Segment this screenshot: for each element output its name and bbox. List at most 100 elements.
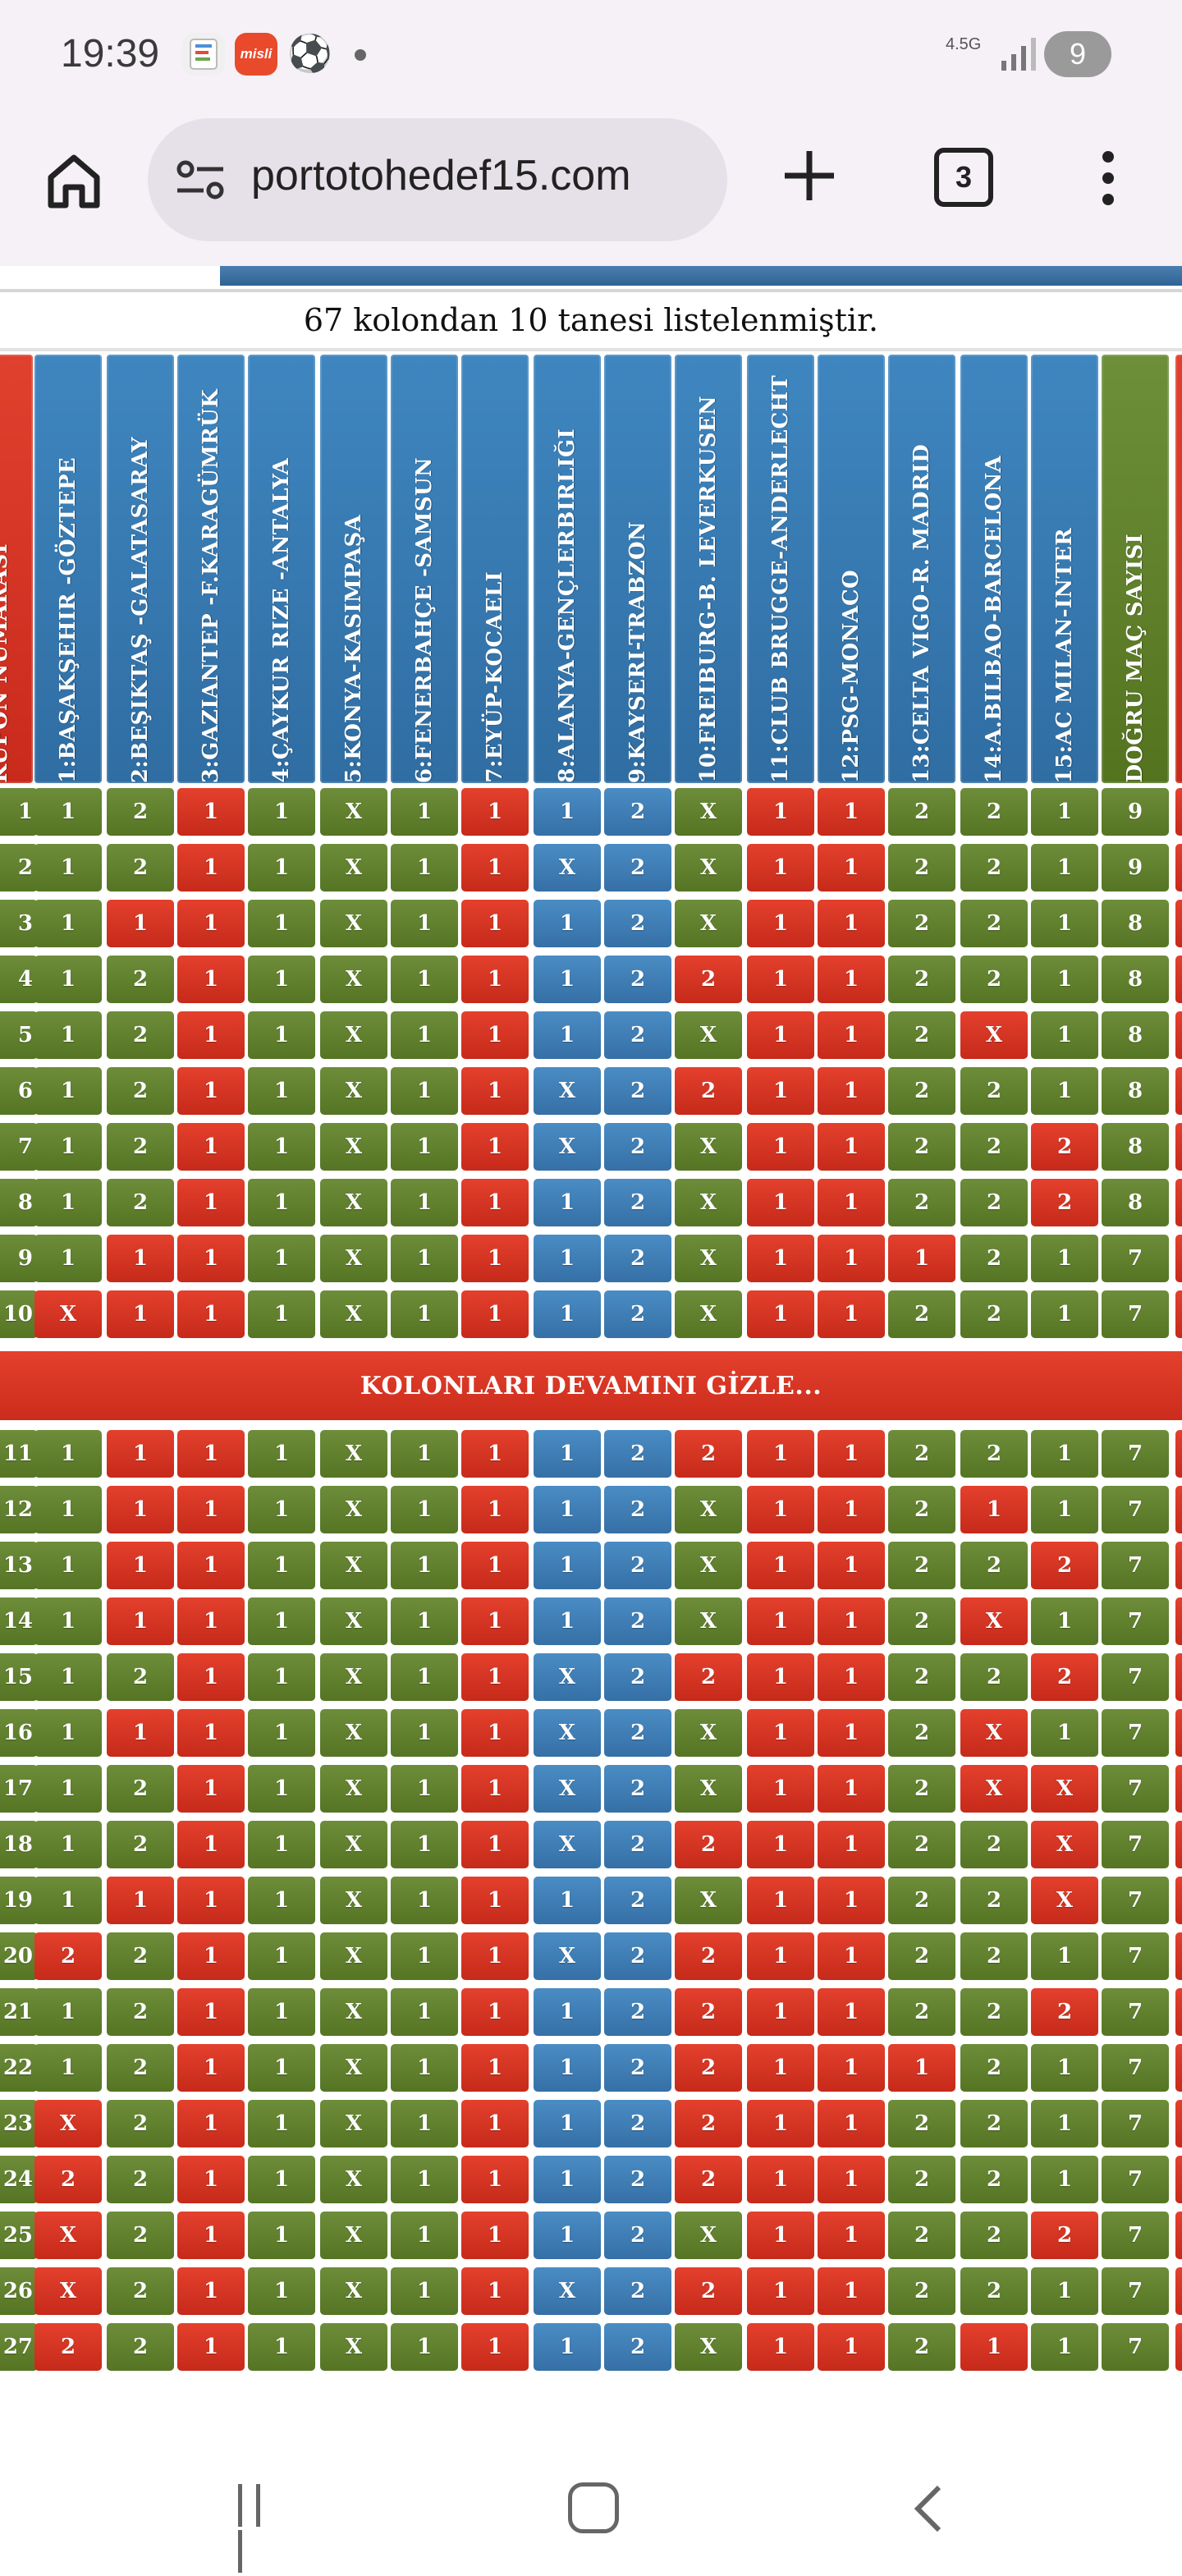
pick-cell: 1: [818, 2100, 885, 2147]
pick-cell: 1: [177, 1486, 245, 1533]
pick-cell: 2: [604, 1597, 671, 1645]
pick-cell: 1: [534, 1290, 601, 1338]
pick-cell: 1: [391, 2267, 458, 2315]
recent-apps-icon[interactable]: [238, 2484, 291, 2573]
pick-cell: 2: [1031, 1179, 1098, 1226]
pick-cell: 1: [391, 1486, 458, 1533]
pick-cell: 1: [391, 956, 458, 1003]
pick-cell: 1: [391, 1709, 458, 1757]
battery-indicator: 9: [1044, 31, 1111, 77]
pick-cell: 1: [1031, 1067, 1098, 1115]
pick-cell: 2: [888, 1290, 955, 1338]
pick-cell: 2: [604, 2212, 671, 2259]
pick-cell: 1: [818, 1709, 885, 1757]
pick-cell: 1: [391, 1067, 458, 1115]
pick-cell: 1: [248, 1597, 315, 1645]
correct-count: 7: [1102, 1709, 1169, 1757]
pick-cell: 2: [604, 2156, 671, 2203]
pick-cell: 1: [747, 1067, 814, 1115]
pick-cell: 1: [248, 1932, 315, 1980]
pick-cell: 1: [1031, 1290, 1098, 1338]
pick-cell: 2: [675, 1653, 742, 1701]
pick-cell: 1: [888, 2044, 955, 2092]
pick-cell: 1: [818, 2323, 885, 2371]
pick-cell: 2: [604, 2100, 671, 2147]
pick-cell: X: [320, 1877, 387, 1924]
pick-cell: X: [675, 1709, 742, 1757]
header-label: 14:A.BILBAO-BARCELONA: [982, 455, 1006, 783]
pick-cell: 1: [391, 1877, 458, 1924]
pick-cell: 1: [818, 1653, 885, 1701]
pick-cell: X: [675, 1011, 742, 1059]
row-edge: [1175, 1709, 1182, 1757]
pick-cell: X: [534, 1765, 601, 1813]
pick-cell: 1: [177, 1430, 245, 1478]
coupon-number: 3: [0, 900, 38, 947]
pick-cell: 2: [1031, 1542, 1098, 1589]
coupon-number: 12: [0, 1486, 38, 1533]
pick-cell: 1: [177, 2044, 245, 2092]
more-menu-icon[interactable]: [1100, 148, 1116, 213]
pick-cell: 1: [818, 1932, 885, 1980]
pick-cell: 2: [888, 1179, 955, 1226]
pick-cell: 1: [534, 1486, 601, 1533]
row-edge: [1175, 956, 1182, 1003]
pick-cell: 2: [960, 844, 1028, 892]
pick-cell: 1: [1031, 844, 1098, 892]
row-edge: [1175, 1821, 1182, 1868]
pick-cell: X: [675, 1765, 742, 1813]
pick-cell: X: [320, 956, 387, 1003]
hide-columns-button[interactable]: KOLONLARI DEVAMINI GİZLE...: [0, 1351, 1182, 1420]
pick-cell: X: [675, 2212, 742, 2259]
misli-app-icon: misli: [235, 33, 277, 76]
pick-cell: 2: [888, 1765, 955, 1813]
divider: [0, 289, 1182, 292]
pick-cell: 1: [34, 1486, 102, 1533]
new-tab-icon[interactable]: [778, 144, 841, 207]
pick-cell: 1: [34, 1179, 102, 1226]
pick-cell: 1: [461, 1932, 529, 1980]
address-bar[interactable]: portotohedef15.com: [148, 118, 727, 241]
nav-home-icon[interactable]: [568, 2482, 619, 2533]
site-settings-icon[interactable]: [174, 159, 227, 200]
correct-count: 8: [1102, 1123, 1169, 1171]
pick-cell: 1: [391, 1123, 458, 1171]
divider: [0, 348, 1182, 351]
pick-cell: 1: [248, 2100, 315, 2147]
pick-cell: 2: [604, 1821, 671, 1868]
pick-cell: X: [675, 1597, 742, 1645]
pick-cell: 2: [888, 2267, 955, 2315]
pick-cell: 1: [107, 1709, 174, 1757]
pick-cell: 2: [604, 1877, 671, 1924]
pick-cell: 1: [34, 1123, 102, 1171]
pick-cell: 1: [747, 2044, 814, 2092]
pick-cell: 2: [960, 1235, 1028, 1282]
correct-count: 7: [1102, 1877, 1169, 1924]
pick-cell: 2: [604, 1067, 671, 1115]
correct-count: 7: [1102, 1821, 1169, 1868]
header-match: 10:FREIBURG-B. LEVERKUSEN: [675, 355, 742, 783]
pick-cell: X: [960, 1597, 1028, 1645]
pick-cell: 1: [747, 1988, 814, 2036]
correct-count: 8: [1102, 1179, 1169, 1226]
pick-cell: 2: [107, 2212, 174, 2259]
pick-cell: 1: [248, 1877, 315, 1924]
tab-switcher-button[interactable]: 3: [934, 148, 993, 207]
pick-cell: 2: [604, 844, 671, 892]
pick-cell: 2: [960, 1123, 1028, 1171]
header-label: 4:ÇAYKUR RIZE -ANTALYA: [269, 458, 294, 783]
coupon-number: 23: [0, 2100, 38, 2147]
url-text[interactable]: portotohedef15.com: [251, 152, 631, 199]
pick-cell: X: [960, 1765, 1028, 1813]
correct-count: 7: [1102, 1653, 1169, 1701]
pick-cell: 2: [107, 1653, 174, 1701]
home-icon[interactable]: [41, 148, 107, 213]
pick-cell: 2: [107, 1011, 174, 1059]
coupon-number: 6: [0, 1067, 38, 1115]
pick-cell: X: [534, 1123, 601, 1171]
pick-cell: 1: [747, 1709, 814, 1757]
pick-cell: 2: [604, 1235, 671, 1282]
back-icon[interactable]: [906, 2482, 952, 2535]
pick-cell: 1: [960, 2323, 1028, 2371]
pick-cell: 1: [747, 2323, 814, 2371]
